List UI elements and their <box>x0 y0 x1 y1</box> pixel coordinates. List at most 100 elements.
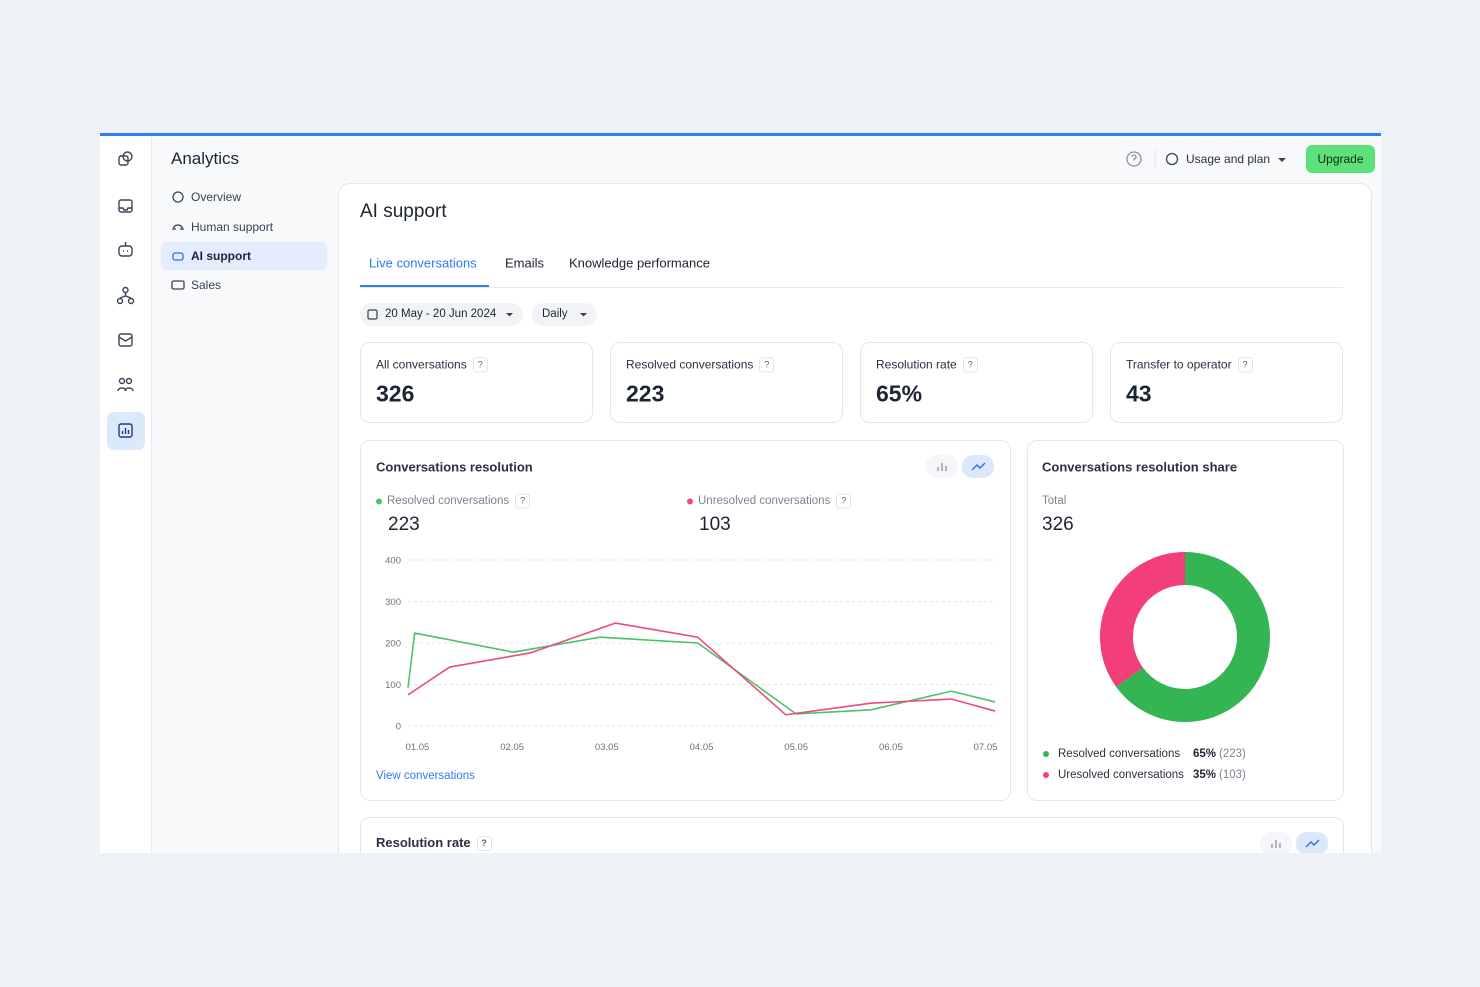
kpi-label: Resolution rate <box>876 357 957 372</box>
help-badge[interactable]: ? <box>759 357 775 373</box>
tab[interactable]: Live conversations <box>369 255 477 271</box>
legend-count: (103) <box>1219 769 1246 781</box>
rail-icon <box>118 199 133 213</box>
help-icon[interactable] <box>1126 151 1142 167</box>
kpi-value: 326 <box>376 380 415 407</box>
nav-item[interactable]: AI support <box>191 249 251 263</box>
help-badge[interactable]: ? <box>836 493 852 509</box>
x-tick-label: 05.05 <box>784 742 808 753</box>
nav-item[interactable]: Human support <box>191 220 274 234</box>
nav-icon <box>172 224 184 231</box>
granularity: Daily <box>542 308 568 320</box>
picker-icons <box>367 309 587 320</box>
x-tick-label: 07.05 <box>974 742 998 753</box>
usage-plan[interactable]: Usage and plan <box>1186 152 1271 166</box>
y-tick-label: 0 <box>396 722 401 733</box>
nav-icon <box>172 191 184 203</box>
nav-item[interactable]: Overview <box>191 190 242 204</box>
upgrade-button[interactable]: Upgrade <box>1306 145 1375 173</box>
nav-item[interactable]: Sales <box>191 278 222 292</box>
tab-underline <box>360 285 489 287</box>
caret <box>580 313 587 317</box>
line-card <box>360 440 1011 801</box>
series-summary: Resolved conversations? <box>376 493 531 509</box>
legend-label: Uresolved conversations <box>1058 769 1184 781</box>
chart-title: Conversations resolution <box>376 459 533 475</box>
kpi-label-row: Transfer to operator? <box>1126 357 1253 373</box>
legend-dot <box>1043 771 1049 778</box>
bar-icon <box>1271 840 1281 848</box>
legend-count: (223) <box>1219 748 1246 760</box>
help-badge[interactable]: ? <box>476 836 492 852</box>
top-icons <box>1126 150 1286 168</box>
chart-title: Conversations resolution share <box>1042 459 1238 475</box>
kpi-value: 43 <box>1126 380 1152 407</box>
series-dot <box>687 498 693 504</box>
nav-icon <box>171 280 185 290</box>
page-title: AI support <box>360 201 447 222</box>
rail-icons <box>116 151 135 438</box>
caret <box>506 313 513 317</box>
donut-segment <box>1116 552 1270 722</box>
plan-icon <box>1165 152 1179 166</box>
x-tick-label: 03.05 <box>595 742 619 753</box>
rail-icon <box>118 423 133 438</box>
legend-item: Resolved conversations 65% (223) <box>1043 744 1333 765</box>
calendar-icon <box>367 309 378 320</box>
series-total: 103 <box>699 514 731 535</box>
y-tick-label: 400 <box>385 556 401 567</box>
x-tick-label: 01.05 <box>406 742 430 753</box>
donut-segment <box>1100 552 1186 687</box>
line-icon <box>971 462 986 471</box>
kpi-card <box>860 342 1093 423</box>
tabs-divider <box>360 287 1343 288</box>
help-badge[interactable]: ? <box>472 357 488 373</box>
date-range: 20 May - 20 Jun 2024 <box>385 308 497 320</box>
help-badge[interactable]: ? <box>1237 357 1253 373</box>
nav-active-bg <box>161 242 327 270</box>
rail-icon <box>118 333 133 347</box>
total-value: 326 <box>1042 514 1074 535</box>
legend-item: Uresolved conversations 35% (103) <box>1043 765 1333 786</box>
card-title-row: Resolution rate? <box>376 835 492 852</box>
granularity-picker[interactable] <box>532 303 597 326</box>
legend: Resolved conversations 65% (223) Uresolved … <box>1043 744 1333 786</box>
donut-card <box>1027 440 1344 801</box>
series-dot <box>376 498 382 504</box>
kpi-card <box>360 342 593 423</box>
help-badge[interactable]: ? <box>962 357 978 373</box>
app-title: Analytics <box>171 149 240 168</box>
kpi-value: 65% <box>876 380 923 407</box>
kpi-value: 223 <box>626 380 665 407</box>
date-picker[interactable] <box>360 303 523 326</box>
total-label: Total <box>1042 495 1067 507</box>
line-icon <box>1305 839 1320 848</box>
help-icon-mark <box>1131 154 1137 161</box>
kpi-label: Transfer to operator <box>1126 357 1232 372</box>
y-tick-label: 300 <box>385 597 401 608</box>
series-total: 223 <box>388 514 420 535</box>
kpi-card <box>610 342 843 423</box>
series-line <box>407 632 996 715</box>
x-tick-label: 02.05 <box>500 742 524 753</box>
tab[interactable]: Knowledge performance <box>569 255 710 271</box>
legend-value: 35% <box>1193 769 1217 781</box>
help-badge[interactable]: ? <box>515 493 531 509</box>
rail-icon <box>117 377 134 392</box>
chart-toggle <box>1260 832 1328 855</box>
rail-icon <box>118 242 133 257</box>
donut-chart <box>1100 552 1270 722</box>
series-name: Resolved conversations <box>387 495 510 508</box>
series-summary: Unresolved conversations? <box>687 493 852 509</box>
legend-dot <box>1043 750 1049 757</box>
bar-icon <box>937 463 947 471</box>
tab[interactable]: Emails <box>505 255 545 271</box>
kpi-label-row: Resolved conversations? <box>626 357 775 373</box>
y-tick-label: 100 <box>385 680 401 691</box>
y-tick-label: 200 <box>385 639 401 650</box>
series-name: Unresolved conversations <box>698 495 831 508</box>
rail-icon <box>118 151 133 166</box>
nav-icon <box>172 252 184 261</box>
view-link[interactable]: View conversations <box>376 770 475 782</box>
